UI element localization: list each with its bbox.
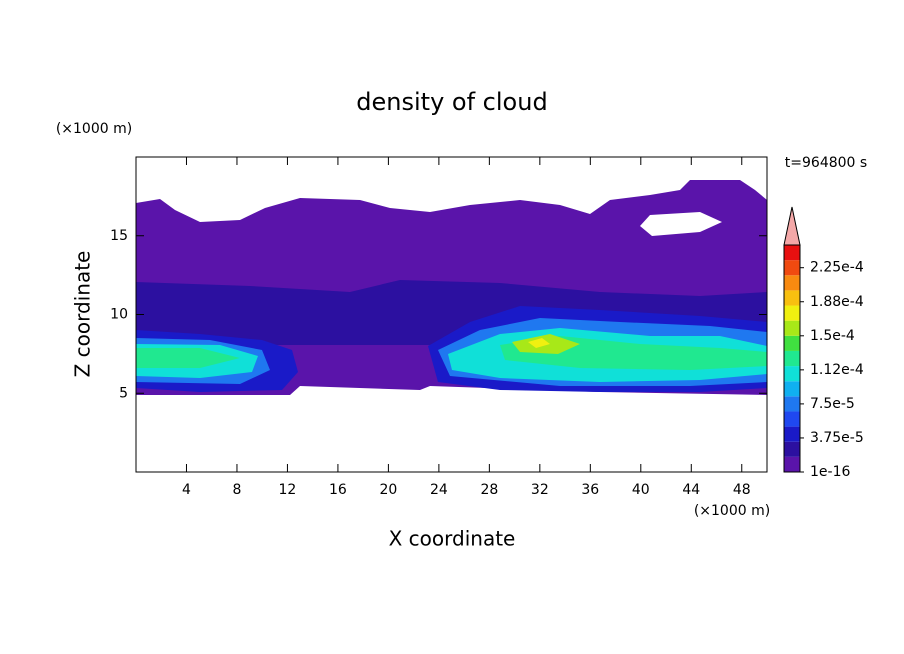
x-tick-label: 12 [279,482,297,498]
colorbar-band [784,426,800,442]
x-unit: (×1000 m) [694,503,770,519]
colorbar-band [784,260,800,276]
colorbar-band [784,396,800,412]
colorbar-band [784,305,800,321]
x-tick-label: 36 [581,482,599,498]
contour-gap [640,212,722,236]
colorbar-band [784,366,800,382]
colorbar-band [784,320,800,336]
x-tick-label: 48 [733,482,751,498]
x-axis-title: X coordinate [389,527,516,551]
contour-field [136,180,767,395]
colorbar-band [784,381,800,397]
colorbar-tick-label: 1e-16 [810,464,850,480]
colorbar-tick-label: 2.25e-4 [810,260,864,276]
x-tick-label: 44 [682,482,700,498]
colorbar-tick-label: 3.75e-5 [810,430,864,446]
colorbar-tick-label: 1.12e-4 [810,362,864,378]
colorbar-band [784,245,800,261]
y-axis-title: Z coordinate [71,251,95,378]
x-tick-label: 24 [430,482,448,498]
colorbar-band [784,411,800,427]
colorbar-band [784,456,800,472]
contour-region [136,336,767,370]
colorbar-band [784,441,800,457]
y-unit: (×1000 m) [56,121,132,137]
colorbar-tick-label: 7.5e-5 [810,396,855,412]
colorbar-extend [783,206,801,246]
x-tick-label: 20 [379,482,397,498]
x-tick-label: 32 [531,482,549,498]
x-tick-label: 8 [232,482,241,498]
colorbar-frame [783,244,801,473]
chart-title: density of cloud [356,88,547,116]
y-tick-label: 5 [119,385,128,401]
colorbar-band [784,350,800,367]
y-tick-label: 15 [110,228,128,244]
x-tick-label: 16 [329,482,347,498]
x-tick-label: 40 [632,482,650,498]
colorbar-tick-label: 1.88e-4 [810,294,864,310]
colorbar-band [784,335,800,351]
y-tick-label: 10 [110,307,128,323]
contour-region [528,338,550,348]
colorbar-band [784,275,800,291]
time-label: t=964800 s [785,155,867,171]
colorbar-band [784,290,800,306]
colorbar-tick-label: 1.5e-4 [810,328,855,344]
x-tick-label: 28 [480,482,498,498]
x-tick-label: 4 [182,482,191,498]
